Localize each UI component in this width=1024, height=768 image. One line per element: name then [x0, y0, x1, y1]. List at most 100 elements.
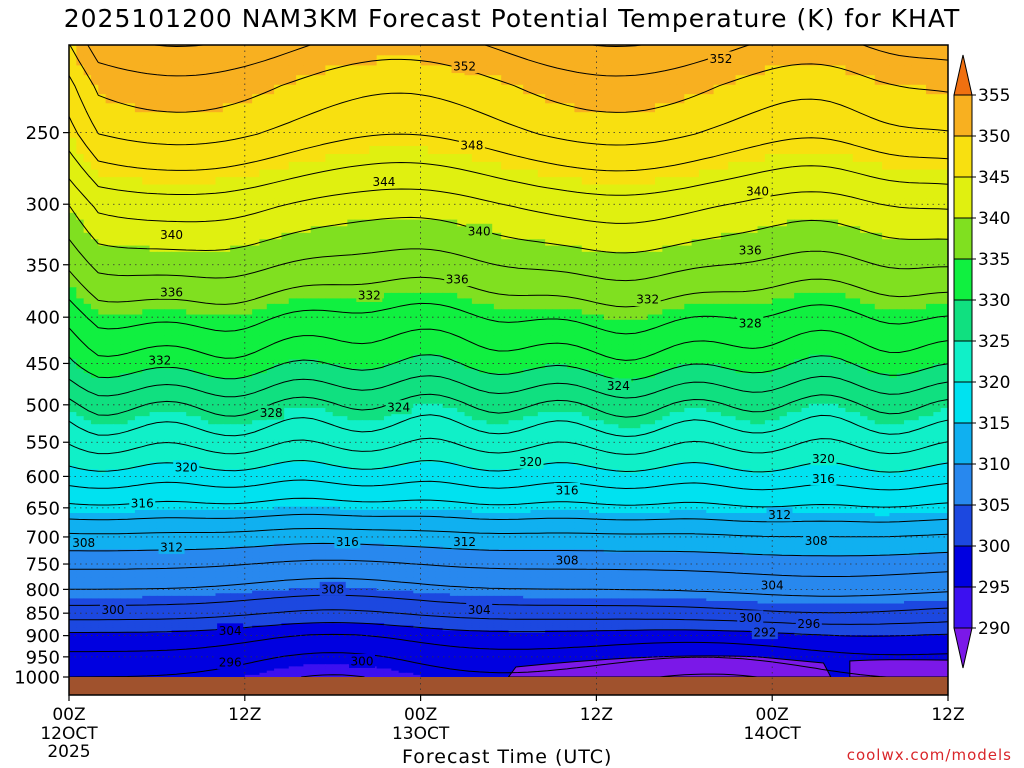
colorbar-label: 305 [978, 496, 1010, 516]
contour-label-text: 340 [468, 224, 491, 238]
contour-label-text: 300 [101, 603, 124, 617]
y-tick-label: 450 [26, 354, 60, 375]
contour-label: 308 [554, 553, 580, 568]
x-tick-label: 00Z [52, 705, 85, 725]
x-tick-label: 12Z [228, 705, 261, 725]
contour-label-text: 296 [797, 617, 820, 631]
contour-label-text: 320 [812, 452, 835, 466]
colorbar-box [954, 95, 972, 136]
contour-label: 312 [452, 534, 478, 549]
colorbar-box [954, 505, 972, 546]
contour-label-text: 308 [72, 536, 95, 550]
colorbar-box [954, 382, 972, 423]
contour-label: 308 [71, 536, 97, 551]
contour-label-text: 324 [607, 379, 630, 393]
contour-label-text: 320 [519, 455, 542, 469]
contour-label: 292 [752, 625, 778, 640]
contour-label-text: 308 [321, 582, 344, 596]
colorbar-label: 290 [978, 619, 1010, 639]
contour-label: 348 [459, 138, 485, 153]
contour-label: 336 [159, 285, 185, 300]
x-tick-label: 00Z [756, 705, 789, 725]
contour-label: 316 [554, 483, 580, 498]
colorbar-label: 310 [978, 455, 1010, 475]
chart-plot: 352 352 348 344 340 340 340 336 336 336 332 332 332 3… [0, 0, 1024, 768]
colorbar-box [954, 259, 972, 300]
contour-label-text: 304 [761, 578, 784, 592]
contour-label: 304 [759, 578, 785, 593]
colorbar-label: 335 [978, 250, 1010, 270]
contour-label-text: 312 [768, 508, 791, 522]
contour-label-text: 316 [336, 535, 359, 549]
contour-label: 312 [767, 507, 793, 522]
contour-label: 320 [810, 451, 836, 466]
contour-label: 296 [796, 617, 822, 632]
y-tick-label: 850 [26, 604, 60, 625]
colorbar-box [954, 341, 972, 382]
colorbar-label: 320 [978, 373, 1010, 393]
y-tick-label: 400 [26, 308, 60, 329]
y-tick-label: 300 [26, 195, 60, 216]
colorbar-label: 295 [978, 578, 1010, 598]
x-tick-date-label: 13OCT [392, 724, 450, 744]
contour-label-text: 352 [453, 60, 476, 74]
contour-label-text: 312 [453, 535, 476, 549]
colorbar-box [954, 546, 972, 587]
contour-label: 316 [129, 496, 155, 511]
contour-label: 324 [605, 378, 631, 393]
colorbar-label: 325 [978, 332, 1010, 352]
contour-label: 340 [745, 184, 771, 199]
contour-label-text: 336 [446, 273, 469, 287]
colorbar-label: 340 [978, 209, 1010, 229]
contour-label-text: 308 [556, 553, 579, 567]
contour-label: 312 [159, 540, 185, 555]
credit-text: coolwx.com/models [847, 746, 1012, 764]
contour-label: 344 [371, 174, 397, 189]
y-tick-label: 600 [26, 467, 60, 488]
contour-label: 332 [356, 288, 382, 303]
colorbar-label: 345 [978, 168, 1010, 188]
contour-label: 308 [320, 582, 346, 597]
contour-label-text: 312 [160, 540, 183, 554]
contour-label-text: 332 [358, 288, 381, 302]
patch-290-k [850, 660, 948, 677]
contour-label-text: 348 [460, 138, 483, 152]
colorbar-box [954, 300, 972, 341]
contour-label: 324 [386, 400, 412, 415]
contour-label: 296 [217, 655, 243, 670]
x-tick-label: 00Z [404, 705, 437, 725]
x-axis-label: Forecast Time (UTC) [402, 746, 612, 768]
contour-label: 336 [444, 272, 470, 287]
contour-label: 332 [147, 353, 173, 368]
colorbar-box [954, 464, 972, 505]
colorbar-label: 330 [978, 291, 1010, 311]
contour-label-text: 336 [739, 243, 762, 257]
contour-label-text: 300 [351, 654, 374, 668]
contour-label-text: 332 [148, 353, 171, 367]
contour-label-text: 328 [739, 317, 762, 331]
contour-label: 328 [258, 406, 284, 421]
colorbar-label: 350 [978, 127, 1010, 147]
contour-label-text: 296 [219, 656, 242, 670]
colorbar-bottom-arrow [954, 628, 972, 668]
contour-label-text: 292 [753, 626, 776, 640]
contour-label: 316 [810, 471, 836, 486]
colorbar-label: 355 [978, 86, 1010, 106]
contour-label: 332 [635, 292, 661, 307]
y-axis: 2503003504004505005506006507007508008509… [14, 123, 69, 688]
contour-label-text: 308 [805, 534, 828, 548]
contour-label-text: 340 [746, 184, 769, 198]
colorbar-box [954, 587, 972, 628]
y-tick-label: 750 [26, 555, 60, 576]
contour-label: 316 [334, 534, 360, 549]
contour-label-text: 304 [468, 603, 491, 617]
contour-label-text: 352 [709, 52, 732, 66]
y-tick-label: 250 [26, 123, 60, 144]
x-tick-date-label: 14OCT [744, 724, 802, 744]
colorbar-label: 315 [978, 414, 1010, 434]
colorbar-box [954, 177, 972, 218]
contour-label-text: 336 [160, 285, 183, 299]
x-tick-year-label: 2025 [47, 742, 90, 762]
y-tick-label: 700 [26, 527, 60, 548]
contour-label: 336 [737, 243, 763, 258]
